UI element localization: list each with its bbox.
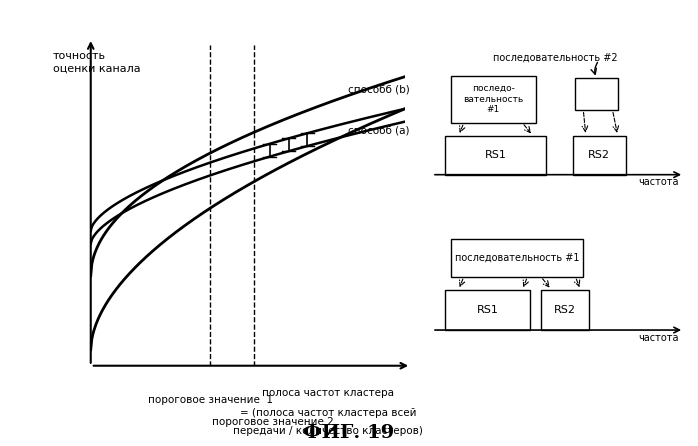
Bar [572, 136, 625, 175]
Bar [445, 136, 546, 175]
Text: последовательность #2: последовательность #2 [493, 52, 618, 62]
Text: RS1: RS1 [477, 305, 498, 315]
Text: частота: частота [638, 333, 678, 343]
Text: способб (b): способб (b) [348, 84, 410, 94]
Text: способб (a): способб (a) [348, 125, 410, 135]
Bar [451, 239, 584, 277]
Text: последовательность #1: последовательность #1 [454, 253, 579, 263]
Text: RS2: RS2 [554, 305, 576, 315]
Text: частота: частота [638, 177, 678, 187]
Bar [575, 78, 618, 110]
Text: передачи / количество кластеров): передачи / количество кластеров) [233, 426, 423, 436]
Text: точность
оценки канала: точность оценки канала [53, 51, 141, 74]
Bar [541, 290, 588, 330]
Text: пороговое значение  1: пороговое значение 1 [147, 395, 273, 405]
Text: ФИГ. 19: ФИГ. 19 [304, 424, 394, 442]
Bar [451, 76, 535, 123]
Text: RS2: RS2 [588, 150, 610, 160]
Text: пороговое значение 2: пороговое значение 2 [212, 417, 334, 427]
Text: = (полоса частот кластера всей: = (полоса частот кластера всей [240, 408, 416, 418]
Text: полоса частот кластера: полоса частот кластера [262, 388, 394, 398]
Text: последо-
вательность
#1: последо- вательность #1 [463, 84, 524, 114]
Bar [445, 290, 530, 330]
Text: RS1: RS1 [485, 150, 507, 160]
